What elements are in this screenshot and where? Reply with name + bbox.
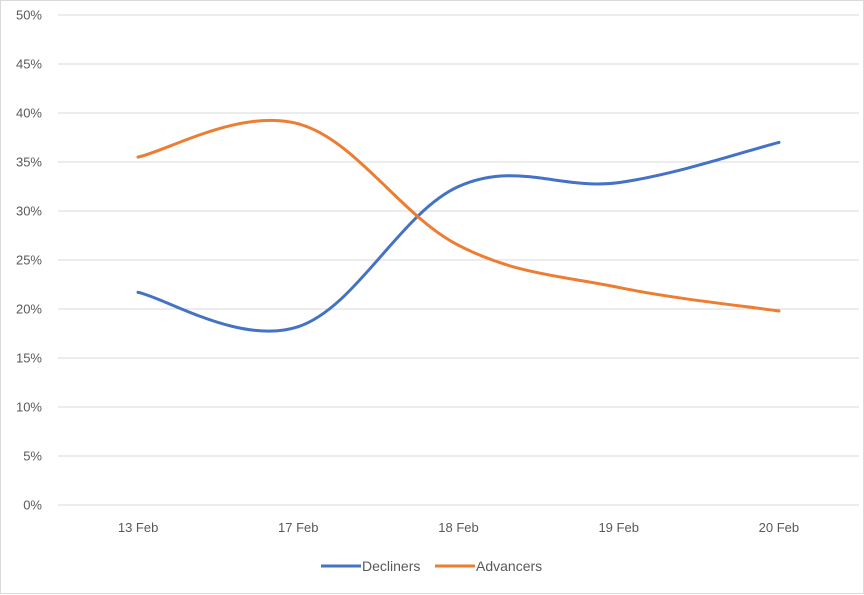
- y-tick-label: 0%: [23, 498, 42, 513]
- legend: Decliners Advancers: [321, 558, 542, 574]
- data-point-decliners: [617, 181, 621, 185]
- y-tick-label: 45%: [16, 57, 42, 72]
- y-tick-label: 50%: [16, 8, 42, 23]
- x-tick-label: 18 Feb: [438, 520, 478, 535]
- data-point-advancers: [296, 122, 300, 126]
- data-point-advancers: [136, 155, 140, 159]
- series-line-advancers: [136, 118, 781, 313]
- y-tick-label: 35%: [16, 155, 42, 170]
- y-axis-ticks: 0% 5% 10% 15% 20% 25% 30% 35% 40% 45% 50%: [16, 8, 42, 513]
- data-point-decliners: [296, 325, 300, 329]
- y-tick-label: 15%: [16, 351, 42, 366]
- data-point-decliners: [136, 290, 140, 294]
- data-point-decliners: [777, 140, 781, 144]
- x-tick-label: 19 Feb: [598, 520, 638, 535]
- series-lines: [136, 118, 781, 333]
- y-tick-label: 10%: [16, 400, 42, 415]
- y-tick-label: 5%: [23, 449, 42, 464]
- y-tick-label: 25%: [16, 253, 42, 268]
- data-point-decliners: [457, 185, 460, 188]
- x-tick-label: 17 Feb: [278, 520, 318, 535]
- y-tick-label: 30%: [16, 204, 42, 219]
- series-line-decliners: [136, 140, 781, 333]
- y-tick-label: 20%: [16, 302, 42, 317]
- x-tick-label: 20 Feb: [759, 520, 799, 535]
- gridlines: [58, 14, 859, 506]
- data-point-advancers: [457, 243, 460, 247]
- legend-label-decliners: Decliners: [362, 558, 420, 574]
- y-tick-label: 40%: [16, 106, 42, 121]
- legend-label-advancers: Advancers: [476, 558, 542, 574]
- x-axis-ticks: 13 Feb 17 Feb 18 Feb 19 Feb 20 Feb: [118, 520, 799, 535]
- data-point-advancers: [617, 285, 621, 289]
- data-point-advancers: [777, 309, 781, 313]
- x-tick-label: 13 Feb: [118, 520, 158, 535]
